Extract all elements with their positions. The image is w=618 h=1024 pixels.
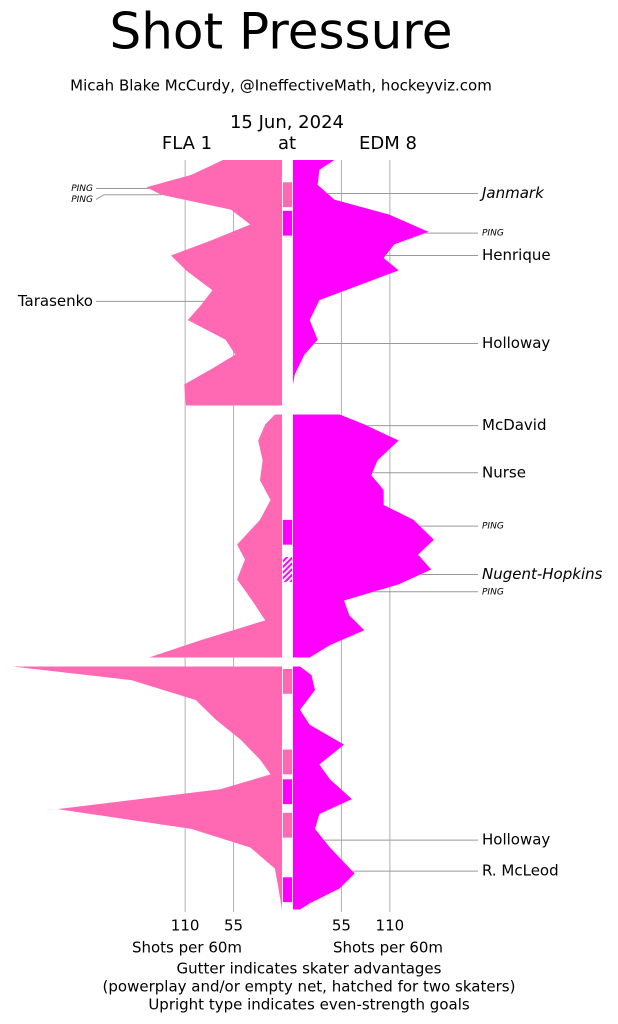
footnote: Upright type indicates even-strength goa… — [148, 996, 470, 1014]
x-tick-label: 110 — [171, 917, 200, 935]
home-team: EDM 8 — [359, 133, 417, 154]
footnote: Gutter indicates skater advantages — [177, 960, 442, 978]
goal-label: Henrique — [482, 246, 551, 264]
goal-label: Nugent-Hopkins — [482, 565, 603, 583]
away-team: FLA 1 — [162, 133, 212, 154]
goal-label: PING — [71, 184, 93, 194]
goal-label: Holloway — [482, 831, 550, 849]
pressure-area — [149, 414, 282, 658]
advantage-box — [283, 519, 292, 545]
advantage-box — [283, 668, 292, 694]
x-axis-label: Shots per 60m — [132, 939, 242, 957]
goal-label: Janmark — [479, 184, 545, 202]
joiner: at — [278, 133, 296, 154]
pressure-area — [146, 160, 282, 406]
goal-label: Holloway — [482, 334, 550, 352]
pressure-area — [293, 414, 434, 658]
x-tick-label: 55 — [332, 917, 351, 935]
advantage-box — [283, 779, 292, 805]
goal-label: PING — [71, 195, 93, 205]
goal-label: PING — [482, 522, 504, 532]
goal-label: R. McLeod — [482, 862, 559, 880]
goal-label: McDavid — [482, 416, 547, 434]
goal-label: Tarasenko — [17, 292, 93, 310]
advantage-box — [283, 877, 292, 903]
goal-label: PING — [482, 229, 504, 239]
leader-line — [95, 194, 162, 200]
x-axis-label: Shots per 60m — [333, 939, 443, 957]
advantage-box — [283, 812, 292, 838]
chart-title: Shot Pressure — [109, 3, 452, 61]
game-date: 15 Jun, 2024 — [230, 112, 344, 133]
subtitle: Micah Blake McCurdy, @IneffectiveMath, h… — [70, 77, 492, 95]
pressure-area — [293, 666, 355, 910]
pressure-area — [12, 666, 282, 910]
advantage-box — [283, 749, 292, 775]
advantage-box — [283, 557, 292, 582]
advantage-box — [283, 182, 292, 208]
x-tick-label: 110 — [376, 917, 405, 935]
footnote: (powerplay and/or empty net, hatched for… — [103, 978, 516, 996]
goal-label: PING — [482, 587, 504, 597]
goal-label: Nurse — [482, 463, 526, 481]
advantage-box — [283, 210, 292, 236]
pressure-area — [293, 160, 429, 406]
x-tick-label: 55 — [224, 917, 243, 935]
